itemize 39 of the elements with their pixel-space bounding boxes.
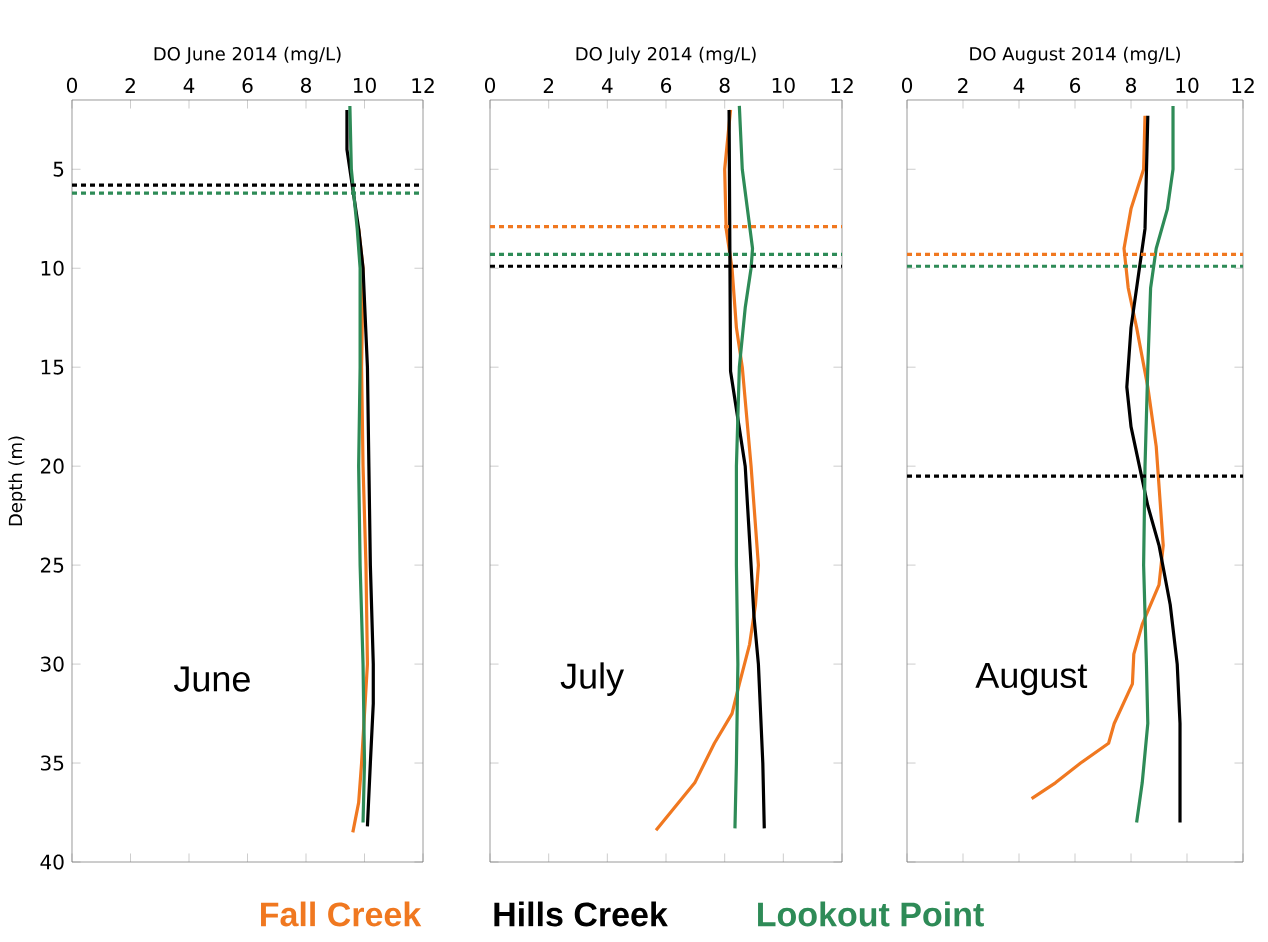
x-tick-label: 2 [958,78,968,93]
y-tick-label: 10 [41,260,64,276]
x-tick-label: 0 [901,77,913,93]
text: Lookout Point [758,901,984,927]
x-tick-label: 10 [772,77,795,93]
y-tick-label: 35 [41,755,64,771]
x-tick-label: 4 [183,78,195,93]
x-tick-label: 10 [353,77,376,93]
y-tick-label: 40 [40,854,64,870]
x-tick-label: 8 [1126,77,1137,93]
x-axis-title: DO August 2014 (mg/L) [970,46,1180,65]
x-tick-label: 12 [412,78,434,93]
y-tick-label: 25 [40,557,64,573]
text: Hills Creek [494,901,668,927]
x-tick-label: 12 [1232,78,1254,93]
x-tick-label: 10 [1176,77,1199,93]
x-tick-label: 6 [242,77,253,93]
annotation: August [975,662,1088,696]
y-tick-label: 5 [53,161,64,177]
x-tick-label: 0 [66,77,78,93]
x-tick-label: 12 [831,78,853,93]
x-axis-title: DO July 2014 (mg/L) [576,46,756,65]
x-tick-label: 4 [1013,78,1025,93]
y-axis-title: Depth (m) [8,436,26,526]
text: Fall Creek [261,901,422,927]
x-tick-label: 6 [1070,77,1081,93]
x-tick-label: 2 [543,78,554,93]
annotation: July [560,662,625,696]
y-tick-label: 30 [41,656,64,672]
annotation: June [173,666,250,692]
x-tick-label: 0 [484,77,496,93]
x-tick-label: 6 [661,77,672,93]
y-tick-label: 15 [41,359,64,375]
x-tick-label: 8 [719,77,730,93]
x-tick-label: 2 [125,78,135,93]
x-tick-label: 4 [601,78,613,93]
y-tick-label: 20 [40,458,64,474]
x-axis-title: DO June 2014 (mg/L) [154,46,341,65]
x-tick-label: 8 [300,77,311,93]
